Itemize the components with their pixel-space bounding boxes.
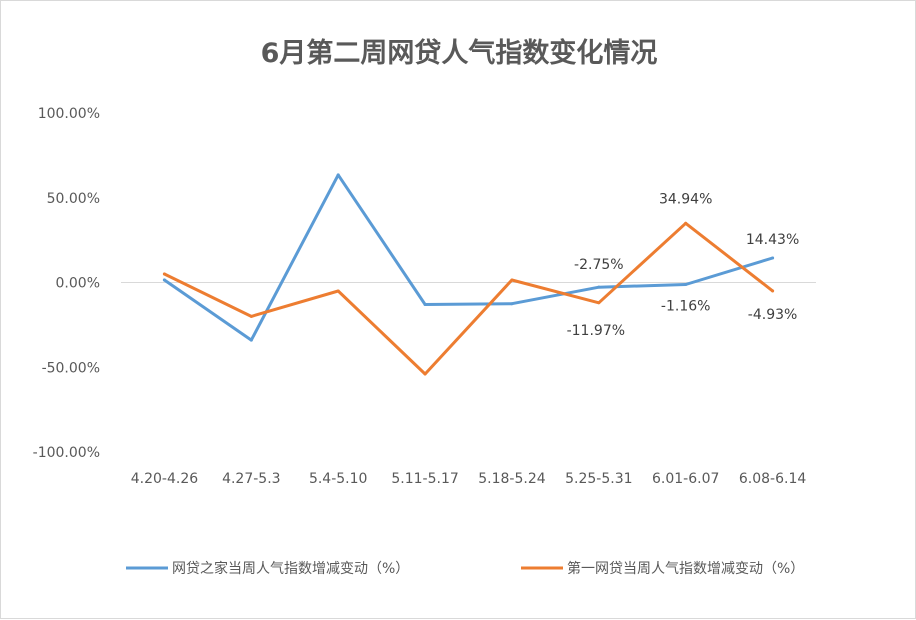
x-tick-label: 4.20-4.26	[131, 471, 198, 487]
data-point	[597, 285, 601, 289]
x-tick-label: 5.25-5.31	[565, 471, 632, 487]
data-point	[771, 256, 775, 260]
x-tick-label: 5.4-5.10	[309, 471, 368, 487]
data-point	[684, 282, 688, 286]
y-tick-label: 100.00%	[38, 106, 100, 122]
x-tick-label: 5.18-5.24	[478, 471, 545, 487]
data-point	[597, 301, 601, 305]
series-line-2	[162, 221, 775, 376]
data-point	[684, 221, 688, 225]
data-point	[510, 278, 514, 282]
y-tick-label: 50.00%	[47, 191, 100, 207]
x-tick-label: 5.11-5.17	[391, 471, 458, 487]
data-point	[162, 272, 166, 276]
y-tick-label: -100.00%	[33, 445, 100, 461]
x-tick-label: 6.08-6.14	[739, 471, 806, 487]
data-label: -2.75%	[574, 257, 624, 273]
data-point	[423, 372, 427, 376]
legend-entry-1: 网贷之家当周人气指数增减变动（%）	[172, 560, 409, 577]
data-point	[771, 289, 775, 293]
data-point	[336, 173, 340, 177]
y-tick-label: 0.00%	[56, 276, 100, 292]
data-point	[336, 289, 340, 293]
y-tick-label: -50.00%	[42, 360, 100, 376]
data-label: -4.93%	[748, 307, 798, 323]
data-point	[510, 302, 514, 306]
data-label: -11.97%	[567, 323, 625, 339]
data-point	[249, 314, 253, 318]
data-point	[423, 303, 427, 307]
data-label: 34.94%	[659, 191, 712, 207]
data-label: 14.43%	[746, 232, 799, 248]
legend-entry-2: 第一网贷当周人气指数增减变动（%）	[567, 560, 804, 577]
x-tick-label: 4.27-5.3	[222, 471, 281, 487]
data-point	[162, 278, 166, 282]
data-label: -1.16%	[661, 298, 711, 314]
x-tick-label: 6.01-6.07	[652, 471, 719, 487]
chart-title: 6月第二周网贷人气指数变化情况	[260, 38, 658, 69]
data-point	[249, 338, 253, 342]
